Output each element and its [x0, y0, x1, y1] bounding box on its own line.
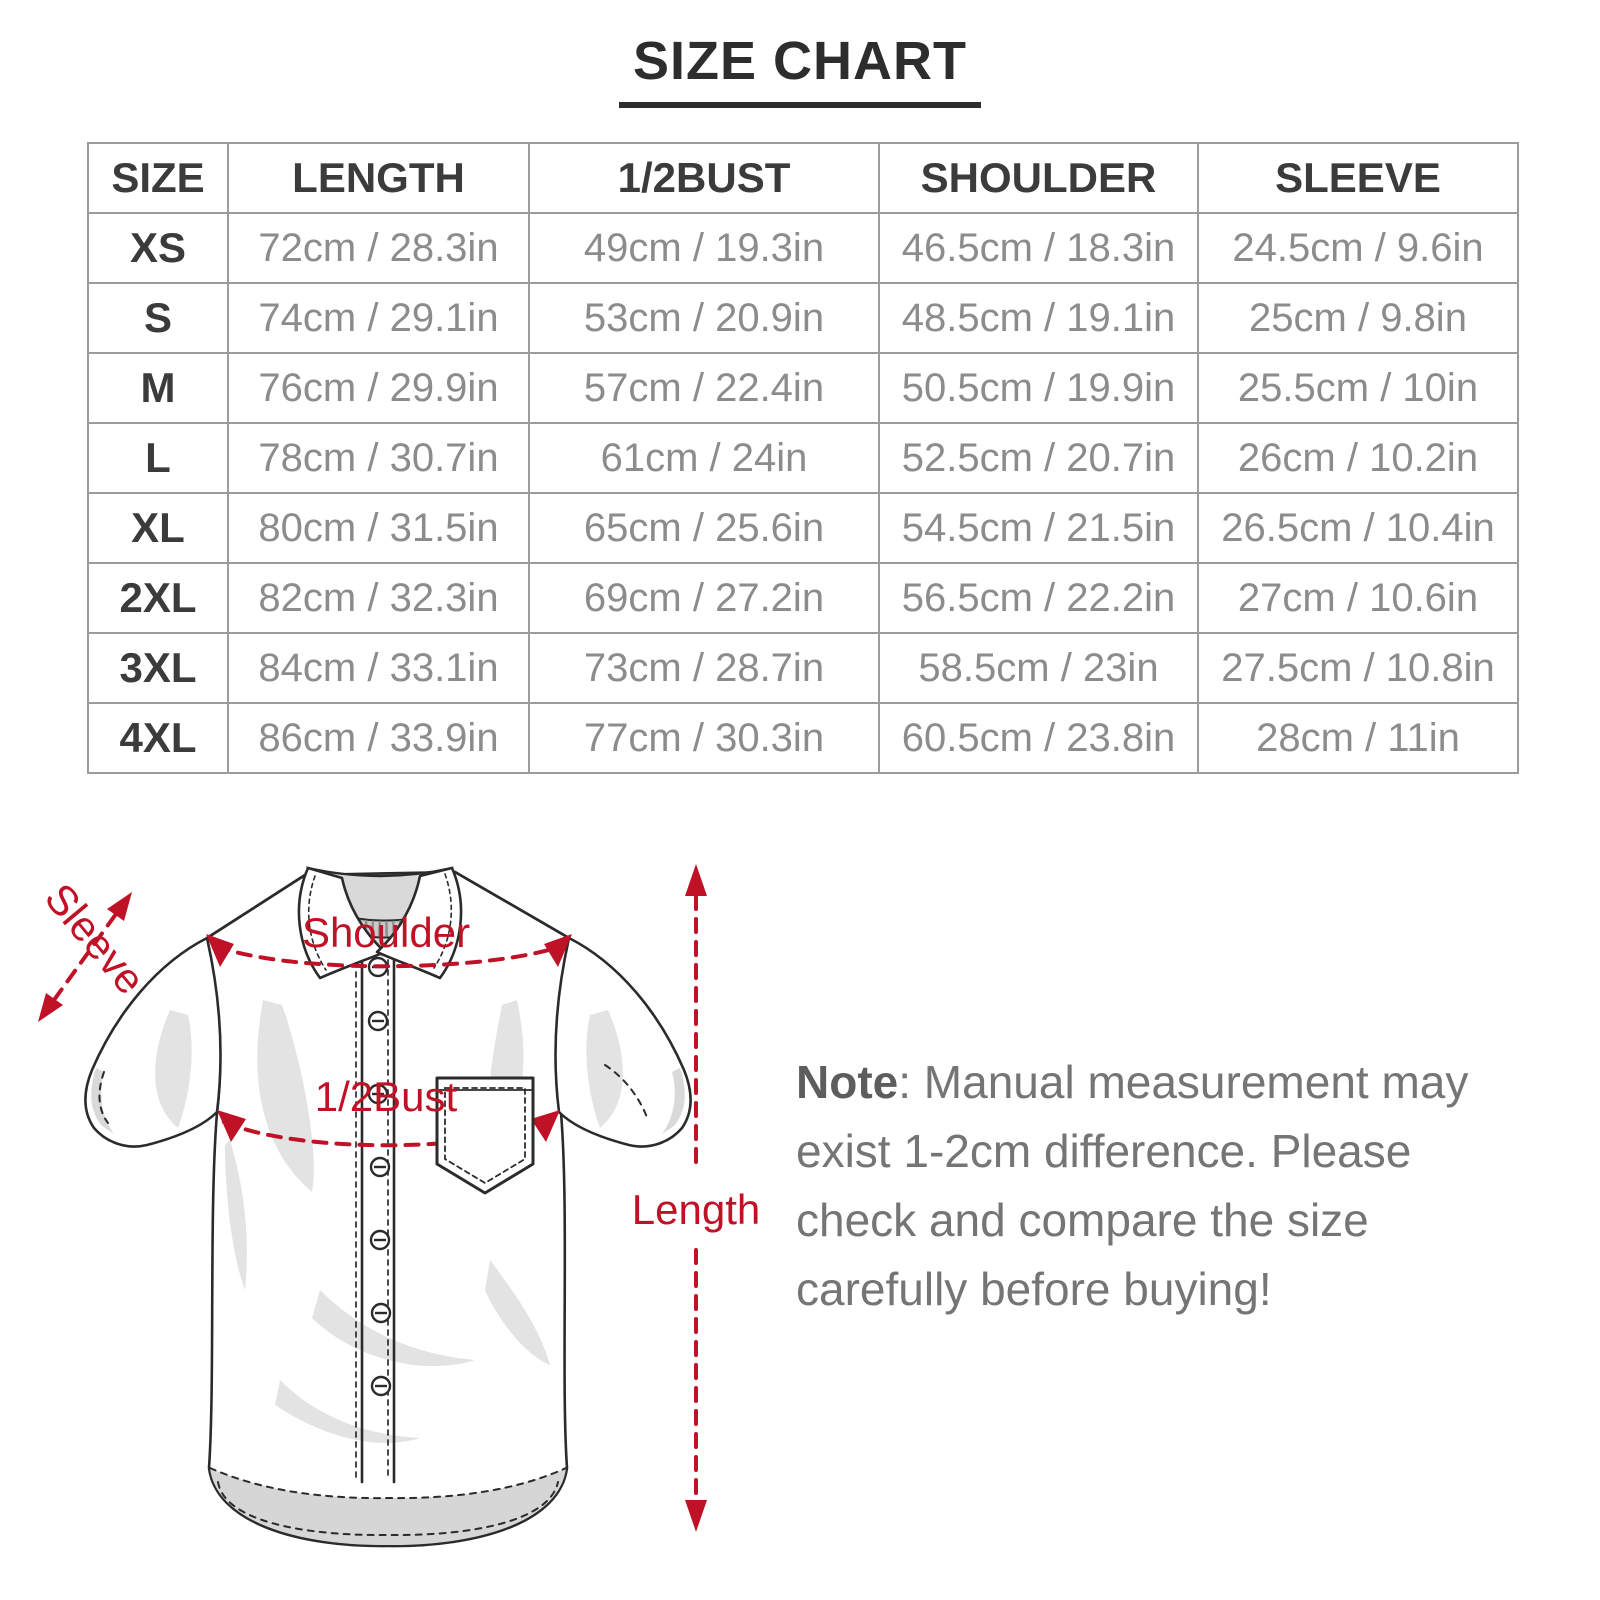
measurement-cell: 73cm / 28.7in — [528, 632, 880, 704]
measurement-cell: 56.5cm / 22.2in — [878, 562, 1199, 634]
measurement-cell: 58.5cm / 23in — [878, 632, 1199, 704]
measurement-cell: 53cm / 20.9in — [528, 282, 880, 354]
size-cell: M — [87, 352, 229, 424]
bust-label: 1/2Bust — [315, 1073, 458, 1120]
length-arrow: Length — [632, 864, 760, 1532]
shirt-outline — [84, 870, 692, 1548]
measurement-cell: 26cm / 10.2in — [1197, 422, 1519, 494]
size-cell: XS — [87, 212, 229, 284]
table-row: S 74cm / 29.1in 53cm / 20.9in 48.5cm / 19.1… — [87, 282, 1519, 354]
measurement-cell: 84cm / 33.1in — [227, 632, 530, 704]
measurement-cell: 25cm / 9.8in — [1197, 282, 1519, 354]
measurement-cell: 26.5cm / 10.4in — [1197, 492, 1519, 564]
size-cell: XL — [87, 492, 229, 564]
buttons — [367, 956, 392, 1397]
sleeve-label: Sleeve — [36, 874, 155, 1003]
table-row: XS 72cm / 28.3in 49cm / 19.3in 46.5cm / 18.… — [87, 212, 1519, 284]
measurement-cell: 27.5cm / 10.8in — [1197, 632, 1519, 704]
size-table: SIZE LENGTH 1/2BUST SHOULDER SLEEVE XS 72cm /… — [87, 142, 1519, 774]
column-header: SLEEVE — [1197, 142, 1519, 214]
measurement-cell: 46.5cm / 18.3in — [878, 212, 1199, 284]
column-header: 1/2BUST — [528, 142, 880, 214]
cuff-stitching — [98, 1064, 649, 1124]
right-collar-flap — [375, 866, 463, 980]
table-row: 4XL 86cm / 33.9in 77cm / 30.3in 60.5cm / 23… — [87, 702, 1519, 774]
measurement-cell: 48.5cm / 19.1in — [878, 282, 1199, 354]
note-label: Note — [796, 1056, 899, 1108]
measurement-cell: 76cm / 29.9in — [227, 352, 530, 424]
measurement-cell: 86cm / 33.9in — [227, 702, 530, 774]
measurement-cell: 65cm / 25.6in — [528, 492, 880, 564]
table-row: M 76cm / 29.9in 57cm / 22.4in 50.5cm / 19.9… — [87, 352, 1519, 424]
length-label: Length — [632, 1186, 760, 1233]
measurement-cell: 61cm / 24in — [528, 422, 880, 494]
measurement-cell: 49cm / 19.3in — [528, 212, 880, 284]
measurement-cell: 78cm / 30.7in — [227, 422, 530, 494]
size-cell: 2XL — [87, 562, 229, 634]
measurement-cell: 54.5cm / 21.5in — [878, 492, 1199, 564]
table-row: L 78cm / 30.7in 61cm / 24in 52.5cm / 20.7in… — [87, 422, 1519, 494]
note-text: Note: Manual measurement may exist 1-2cm… — [796, 1048, 1490, 1324]
column-header: LENGTH — [227, 142, 530, 214]
page-title: SIZE CHART — [619, 30, 981, 108]
measurement-cell: 72cm / 28.3in — [227, 212, 530, 284]
measurement-cell: 57cm / 22.4in — [528, 352, 880, 424]
shoulder-label: Shoulder — [302, 909, 470, 956]
right-sleeve — [554, 936, 692, 1148]
collar — [205, 866, 571, 980]
measurement-cell: 77cm / 30.3in — [528, 702, 880, 774]
measurement-cell: 52.5cm / 20.7in — [878, 422, 1199, 494]
size-cell: L — [87, 422, 229, 494]
size-cell: 3XL — [87, 632, 229, 704]
measurement-cell: 24.5cm / 9.6in — [1197, 212, 1519, 284]
sleeve-arrow — [52, 912, 118, 1002]
note-body: : Manual measurement may exist 1-2cm dif… — [796, 1056, 1469, 1315]
hem — [209, 1467, 567, 1546]
shoulder-arrow — [214, 944, 564, 969]
table-row: 2XL 82cm / 32.3in 69cm / 27.2in 56.5cm / 22… — [87, 562, 1519, 634]
measurement-cell: 60.5cm / 23.8in — [878, 702, 1199, 774]
table-header-row: SIZE LENGTH 1/2BUST SHOULDER SLEEVE — [87, 142, 1519, 214]
column-header: SHOULDER — [878, 142, 1199, 214]
table-row: 3XL 84cm / 33.1in 73cm / 28.7in 58.5cm / 23… — [87, 632, 1519, 704]
measurement-cell: 80cm / 31.5in — [227, 492, 530, 564]
measurement-cell: 50.5cm / 19.9in — [878, 352, 1199, 424]
measurement-cell: 82cm / 32.3in — [227, 562, 530, 634]
measurement-cell: 69cm / 27.2in — [528, 562, 880, 634]
table-header: SIZE LENGTH 1/2BUST SHOULDER SLEEVE — [87, 142, 1519, 214]
shirt-diagram: 1/2Bust Shoulder Sleeve Length — [20, 820, 800, 1600]
shirt-measurement-svg: 1/2Bust Shoulder Sleeve Length — [36, 864, 760, 1548]
measurement-cell: 25.5cm / 10in — [1197, 352, 1519, 424]
measurement-cell: 27cm / 10.6in — [1197, 562, 1519, 634]
left-collar-flap — [297, 866, 387, 980]
size-cell: S — [87, 282, 229, 354]
size-cell: 4XL — [87, 702, 229, 774]
chest-pocket — [435, 1076, 535, 1195]
measurement-cell: 28cm / 11in — [1197, 702, 1519, 774]
column-header: SIZE — [87, 142, 229, 214]
table-body: XS 72cm / 28.3in 49cm / 19.3in 46.5cm / 18.… — [87, 212, 1519, 774]
table-row: XL 80cm / 31.5in 65cm / 25.6in 54.5cm / 21.… — [87, 492, 1519, 564]
measurement-cell: 74cm / 29.1in — [227, 282, 530, 354]
